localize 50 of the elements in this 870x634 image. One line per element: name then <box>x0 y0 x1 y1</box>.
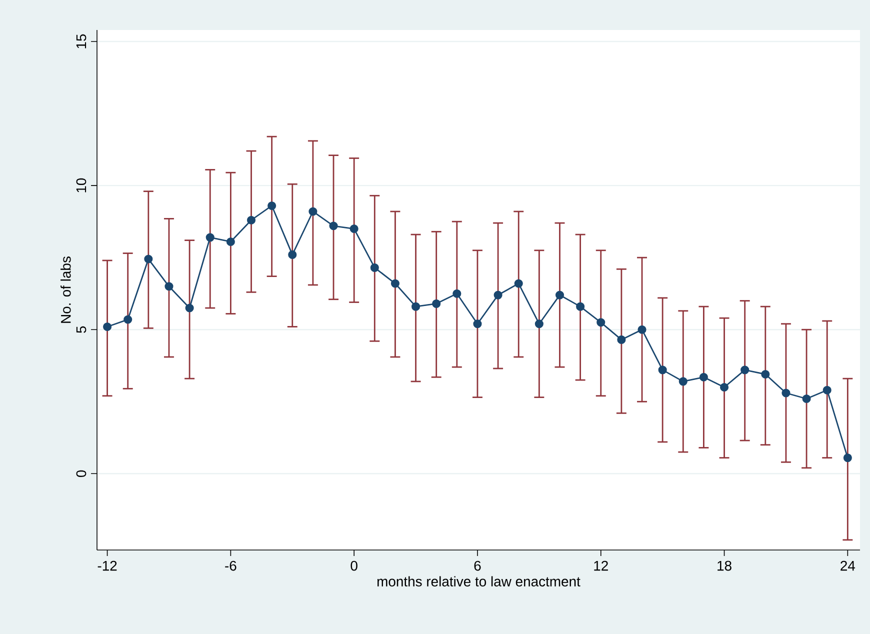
point <box>678 377 688 386</box>
point <box>617 335 626 344</box>
x-tick-label: 24 <box>840 560 856 571</box>
point <box>103 322 112 332</box>
point <box>246 216 256 224</box>
point <box>411 302 420 311</box>
point <box>432 299 441 308</box>
x-tick-label: -6 <box>225 560 236 571</box>
point <box>699 372 708 382</box>
point <box>494 290 502 300</box>
point <box>452 289 462 298</box>
point <box>124 315 132 324</box>
point <box>350 224 358 234</box>
point <box>226 237 235 246</box>
point <box>206 233 214 242</box>
x-tick-label: 18 <box>718 560 732 571</box>
point <box>534 320 544 328</box>
point <box>596 318 606 327</box>
point <box>308 207 318 216</box>
point <box>329 222 338 230</box>
point <box>638 325 646 334</box>
point <box>164 282 174 291</box>
x-tick-label: -12 <box>98 560 117 571</box>
point <box>802 394 811 404</box>
point <box>720 382 729 392</box>
point <box>370 263 379 272</box>
x-tick-label: 12 <box>594 560 608 571</box>
point <box>782 388 790 398</box>
y-tick-label: 5 <box>76 326 86 333</box>
point <box>658 366 667 374</box>
point <box>761 370 770 379</box>
point <box>555 290 564 300</box>
y-tick-label: 15 <box>76 34 86 48</box>
point <box>185 304 194 312</box>
point <box>576 302 585 311</box>
y-axis-title: No. of labs <box>60 256 71 323</box>
x-axis-title: months relative to law enactment <box>377 576 580 586</box>
y-tick-label: 0 <box>76 470 86 477</box>
point <box>740 366 750 374</box>
point <box>843 454 852 462</box>
point <box>268 201 276 210</box>
point <box>514 279 523 288</box>
point <box>822 386 832 394</box>
point <box>288 250 297 259</box>
point <box>390 279 400 288</box>
point <box>473 320 482 328</box>
x-tick-label: 6 <box>474 560 481 571</box>
x-tick-label: 0 <box>350 560 358 571</box>
y-tick-label: 10 <box>76 178 86 192</box>
point <box>144 254 153 264</box>
